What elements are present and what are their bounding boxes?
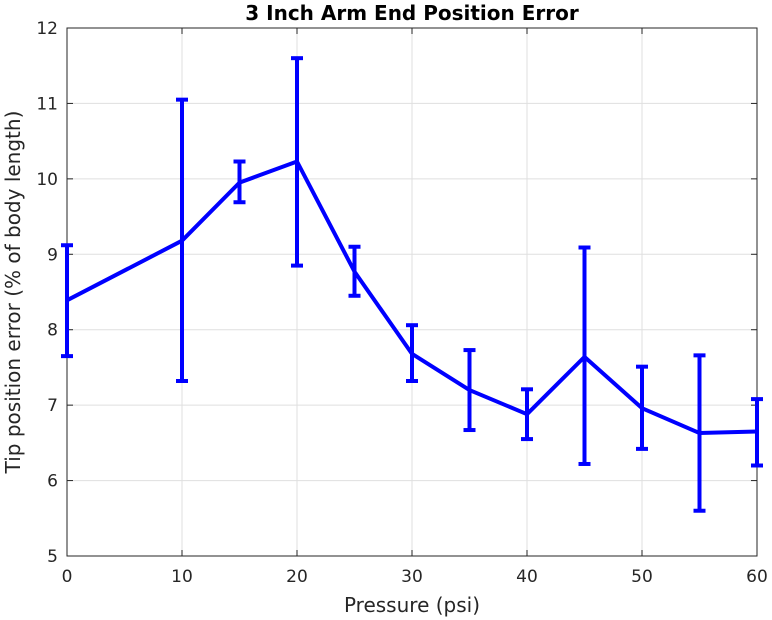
chart-title: 3 Inch Arm End Position Error: [245, 1, 579, 25]
data-point: [180, 238, 184, 243]
x-tick-label: 30: [401, 567, 423, 587]
y-tick-label: 6: [47, 472, 58, 492]
series-line: [66, 159, 758, 436]
data-point: [237, 180, 242, 185]
grid: [66, 27, 758, 557]
y-tick-label: 11: [36, 94, 58, 114]
x-tick-label: 20: [286, 567, 308, 587]
x-tick-label: 0: [62, 567, 73, 587]
data-point: [295, 159, 299, 164]
axis-ticks: 0 10 20 30 40 50 60 5 6 7 8 9 10 11 12: [36, 19, 767, 587]
x-tick-label: 40: [516, 567, 538, 587]
y-tick-label: 12: [36, 19, 58, 39]
y-axis-label: Tip position error (% of body length): [1, 111, 25, 475]
data-point: [352, 269, 357, 274]
x-tick-label: 60: [746, 567, 768, 587]
x-axis-label: Pressure (psi): [344, 593, 480, 617]
data-point: [640, 406, 644, 411]
data-point: [525, 412, 529, 417]
data-point: [582, 354, 587, 359]
data-point: [410, 351, 414, 356]
y-tick-label: 5: [47, 547, 58, 567]
y-tick-label: 9: [47, 245, 58, 265]
data-point: [697, 431, 702, 436]
data-point: [467, 388, 472, 393]
x-tick-label: 10: [171, 567, 193, 587]
y-tick-label: 8: [47, 321, 58, 341]
data-point: [65, 298, 69, 303]
y-tick-label: 10: [36, 170, 58, 190]
series-layer: [61, 56, 763, 513]
x-tick-label: 50: [631, 567, 653, 587]
data-point: [755, 429, 759, 434]
y-tick-label: 7: [47, 396, 58, 416]
